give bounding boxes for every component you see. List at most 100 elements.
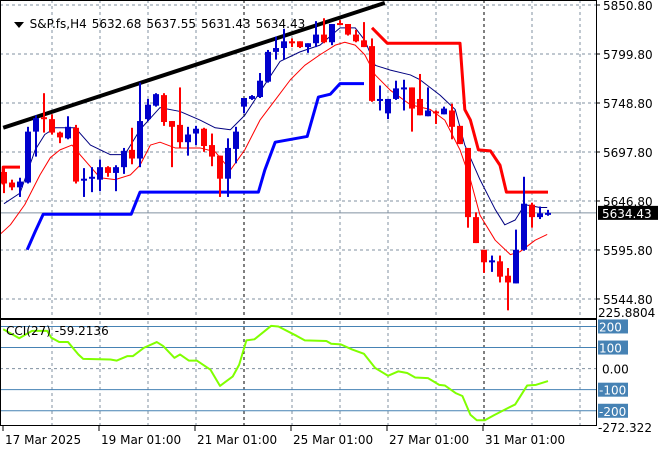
candle <box>313 21 319 48</box>
candle-body <box>401 87 407 90</box>
candle <box>9 179 15 191</box>
candle <box>73 124 79 184</box>
price-label: 5850.80 <box>603 0 653 13</box>
candle <box>505 268 511 311</box>
cci-level-tag <box>598 340 628 355</box>
candle-body <box>521 203 527 250</box>
price-label: 5748.80 <box>603 97 653 111</box>
candle <box>137 82 143 168</box>
open-value: 5632.68 <box>91 17 142 31</box>
candle-body <box>97 167 103 180</box>
current-price-label: 5634.43 <box>602 207 652 221</box>
candle-body <box>497 261 503 277</box>
price-label: 5544.80 <box>603 293 653 307</box>
candle-body <box>209 145 215 157</box>
candle <box>25 126 31 184</box>
candle-body <box>289 41 295 44</box>
candle-body <box>393 88 399 99</box>
cci-level-tag <box>598 382 628 397</box>
candle <box>473 212 479 244</box>
candle <box>209 133 215 167</box>
candle <box>265 49 271 83</box>
candle <box>225 138 231 197</box>
cci-level-label: 200 <box>599 320 622 334</box>
candle-body <box>537 213 543 218</box>
candle-body <box>257 80 263 98</box>
cci-line <box>2 324 549 422</box>
candle-body <box>41 117 47 120</box>
candle-body <box>489 260 495 263</box>
high-value: 5637.55 <box>146 17 196 31</box>
cci-level-label: 100 <box>599 342 622 356</box>
candle-body <box>185 134 191 143</box>
chart-header: S&P.fs,H4 5632.68 5637.55 5631.43 5634.43 <box>6 3 310 31</box>
candle-body <box>345 24 351 35</box>
candle <box>1 167 7 194</box>
candle <box>273 36 279 60</box>
candle <box>377 85 383 111</box>
candle <box>145 98 151 122</box>
candle <box>513 229 519 284</box>
candle-body <box>73 127 79 182</box>
candle <box>81 168 87 197</box>
candle-body <box>329 24 335 43</box>
candle-body <box>137 121 143 159</box>
symbol-label: S&P.fs,H4 <box>29 17 87 31</box>
cci-min-label: -272.322 <box>598 421 652 435</box>
candle <box>193 125 199 146</box>
candle-body <box>1 171 7 184</box>
time-label: 27 Mar 01:00 <box>389 433 469 447</box>
candle <box>121 147 127 174</box>
candle-body <box>25 131 31 183</box>
candle <box>353 29 359 43</box>
cci-level-label: -200 <box>599 405 626 419</box>
candle <box>17 177 23 197</box>
candle <box>337 20 343 26</box>
candle-body <box>385 98 391 114</box>
candle <box>345 24 351 36</box>
candle-body <box>121 150 127 168</box>
dropdown-triangle-icon[interactable] <box>13 21 24 28</box>
candle-body <box>193 128 199 134</box>
candle-body <box>129 149 135 159</box>
candle-body <box>65 126 71 139</box>
time-label: 21 Mar 01:00 <box>197 433 277 447</box>
candle <box>241 97 247 114</box>
candle <box>201 127 207 152</box>
candle <box>217 155 223 197</box>
candle-body <box>281 41 287 49</box>
candle-body <box>449 110 455 127</box>
cci-level-tag <box>598 319 628 334</box>
candle <box>489 255 495 272</box>
candle-body <box>273 48 279 52</box>
candle-body <box>505 275 511 283</box>
candle <box>425 87 431 117</box>
time-label: 25 Mar 01:00 <box>293 433 373 447</box>
candle <box>249 95 255 100</box>
trendline <box>2 0 386 130</box>
candle-body <box>201 128 207 147</box>
cci-level-tag <box>598 403 628 418</box>
candle-body <box>113 167 119 173</box>
candle-body <box>9 182 15 188</box>
candle <box>233 126 239 164</box>
candle-body <box>433 111 439 114</box>
candle <box>169 121 175 168</box>
candle-body <box>169 121 175 127</box>
price-label: 5697.80 <box>603 146 653 160</box>
candle <box>49 114 55 135</box>
candle-body <box>441 108 447 115</box>
candle <box>97 159 103 192</box>
candle-body <box>145 104 151 120</box>
candle-body <box>57 132 63 138</box>
candle <box>57 131 63 144</box>
candle <box>465 147 471 228</box>
candle <box>433 110 439 124</box>
candle-body <box>377 98 383 101</box>
candle-body <box>457 125 463 145</box>
candle <box>529 202 535 228</box>
candle-body <box>225 147 231 179</box>
candle-body <box>33 118 39 132</box>
candle <box>185 126 191 156</box>
